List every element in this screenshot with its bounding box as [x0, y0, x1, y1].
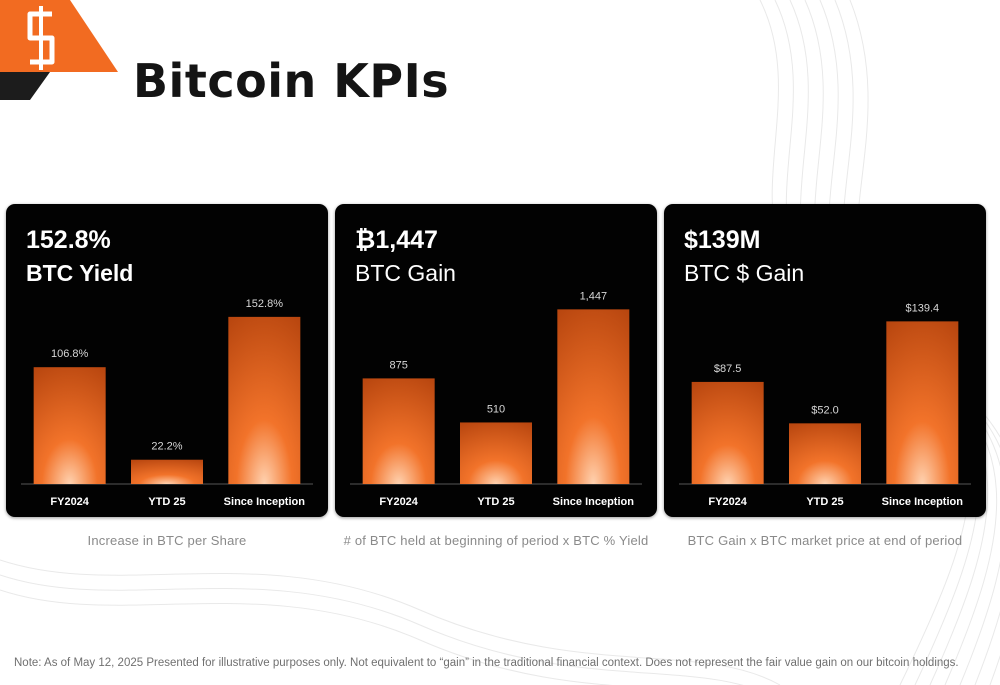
bar-chart-btc-yield: 106.8% FY2024 22.2% YTD 25 152.8% Since Incep… [21, 298, 313, 508]
kpi-caption: Increase in BTC per Share [87, 533, 247, 548]
kpi-card-btc-dollar-gain: $139M BTC $ Gain $87.5 FY2024 $52.0 YTD 25 $… [664, 204, 986, 517]
bar-ytd-25 [789, 423, 861, 484]
kpi-card-btc-gain: ₿1,447 BTC Gain 875 FY2024 510 YTD 25 1,447 S… [335, 204, 657, 517]
x-tick-label: FY2024 [379, 496, 418, 508]
x-tick-label: YTD 25 [148, 496, 185, 508]
data-label: $87.5 [714, 363, 742, 375]
kpi-headline: 152.8% [26, 226, 111, 254]
bar-fy2024 [33, 367, 106, 484]
data-label: 1,447 [580, 290, 608, 302]
data-label: 510 [487, 403, 505, 415]
bar-chart-btc-gain: 875 FY2024 510 YTD 25 1,447 Since Inception [350, 290, 642, 508]
data-label: 22.2% [151, 441, 182, 453]
x-tick-label: FY2024 [50, 496, 89, 508]
page-title: Bitcoin KPIs [133, 54, 450, 108]
kpi-caption: # of BTC held at beginning of period x B… [343, 533, 649, 548]
x-tick-label: YTD 25 [806, 496, 843, 508]
data-label: $52.0 [811, 404, 839, 416]
kpi-headline: $139M [684, 226, 761, 254]
company-logo [0, 0, 118, 100]
kpi-subhead: BTC $ Gain [684, 260, 805, 286]
bar-since-inception [228, 316, 301, 484]
data-label: 875 [389, 359, 407, 371]
x-tick-label: FY2024 [708, 496, 747, 508]
kpi-card-btc-yield: 152.8% BTC Yield 106.8% FY2024 22.2% YTD 25… [6, 204, 328, 517]
bar-since-inception [557, 309, 630, 484]
kpi-caption: BTC Gain x BTC market price at end of pe… [687, 533, 963, 548]
footnote: Note: As of May 12, 2025 Presented for i… [14, 657, 959, 669]
data-label: $139.4 [906, 302, 940, 314]
x-tick-label: Since Inception [553, 496, 635, 508]
data-label: 152.8% [246, 298, 284, 310]
bar-ytd-25 [131, 459, 203, 484]
bar-chart-btc-dollar-gain: $87.5 FY2024 $52.0 YTD 25 $139.4 Since Incept… [679, 302, 971, 508]
data-label: 106.8% [51, 348, 89, 360]
bar-fy2024 [362, 378, 435, 484]
kpi-subhead: BTC Gain [355, 260, 456, 286]
kpi-subhead: BTC Yield [26, 260, 134, 286]
bar-fy2024 [691, 381, 764, 484]
x-tick-label: Since Inception [224, 496, 306, 508]
x-tick-label: Since Inception [882, 496, 964, 508]
bar-since-inception [886, 321, 959, 484]
kpi-headline: ₿1,447 [355, 226, 438, 254]
x-tick-label: YTD 25 [477, 496, 514, 508]
bar-ytd-25 [460, 422, 532, 484]
